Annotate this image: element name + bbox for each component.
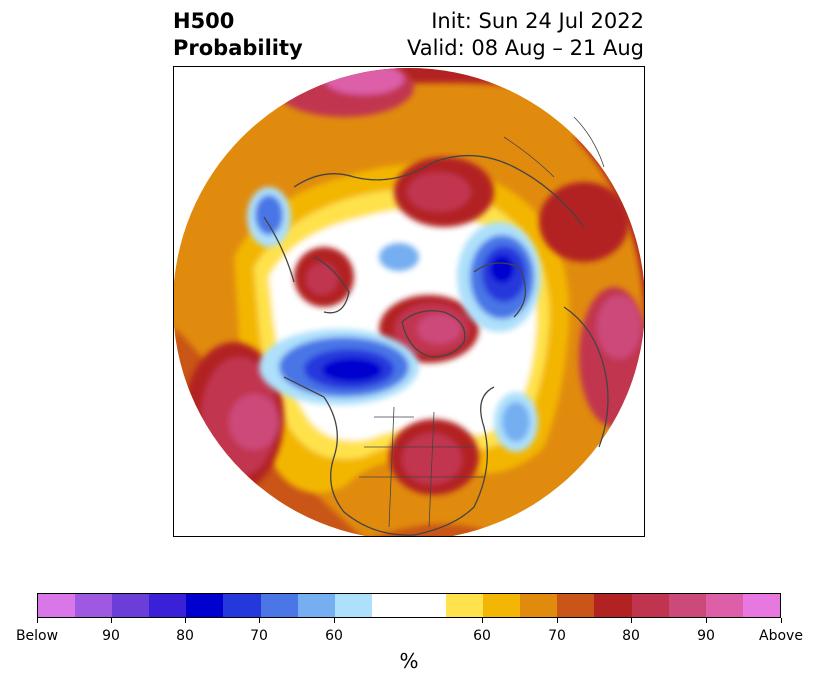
above-scandinavia-core [407,172,471,212]
init-date: Init: Sun 24 Jul 2022 [431,9,644,33]
above-siberia-core [597,295,641,359]
colorbar-swatch [742,594,780,617]
greenland-outline [401,310,466,358]
colorbar-swatch [594,594,632,617]
colorbar-tickmark [482,618,483,623]
south-edge [354,524,504,536]
coastlines [263,116,609,536]
east-asia-coast [563,306,609,448]
us-state-lines [359,406,484,528]
colorbar-swatch [75,594,113,617]
colorbar-tick-label: 90 [697,628,715,644]
title-right: Init: Sun 24 Jul 2022 Valid: 08 Aug – 21… [407,8,644,62]
colorbar-swatch [446,594,484,617]
colorbar-swatch [186,594,224,617]
colorbar [37,593,781,618]
below-arctic-small [379,243,419,271]
colorbar-tickmark [259,618,260,623]
colorbar-tick-label: 60 [473,628,491,644]
colorbar-swatch [705,594,743,617]
colorbar-tick-label: 90 [102,628,120,644]
colorbar-tickmark [557,618,558,623]
colorbar-tickmark [706,618,707,623]
colorbar-swatch [371,594,409,617]
probability-map-svg [174,68,644,536]
colorbar-swatch [483,594,521,617]
north-america-coast [323,386,495,536]
colorbar-swatch [631,594,669,617]
colorbar-swatch [260,594,298,617]
polar-map [173,66,645,537]
barents-coast [473,262,526,318]
colorbar-tick-label: 80 [176,628,194,644]
colorbar-tick-label: 80 [622,628,640,644]
north-africa-lines [503,116,605,178]
colorbar-tickmark [185,618,186,623]
colorbar-tick-label: 60 [325,628,343,644]
colorbar-tick-label: 70 [250,628,268,644]
title-product: Probability [173,36,303,60]
below-europe-core [255,195,283,235]
colorbar-swatch [38,594,76,617]
colorbar-swatch [112,594,150,617]
valid-range: Valid: 08 Aug – 21 Aug [406,36,644,60]
above-europe-core [306,263,338,295]
colorbar-tickmark [37,618,38,623]
europe-coast [263,216,295,283]
colorbar-tickmark [334,618,335,623]
scandinavia-coast [313,256,350,314]
colorbar-swatch [297,594,335,617]
above-alaska-core [229,394,279,450]
colorbar-swatch [149,594,187,617]
colorbar-tick-label: Above [759,628,803,644]
title-left: H500 Probability [173,8,303,62]
colorbar-tickmark [631,618,632,623]
colorbar-tickmark [781,618,782,623]
colorbar-swatch [334,594,372,617]
colorbar-swatch [668,594,706,617]
alaska-coast [283,376,325,398]
below-beaufort-core [322,358,382,382]
above-east-asia [539,182,629,262]
colorbar-units: % [399,649,419,673]
below-barents-core [490,255,514,283]
below-atlantic-core [502,402,530,442]
probability-field [174,68,644,536]
title-variable: H500 [173,9,235,33]
colorbar-swatch [520,594,558,617]
eurasia-coast [293,154,585,228]
colorbar-tick-label: Below [15,628,59,644]
colorbar-swatch [557,594,595,617]
colorbar-tick-label: 70 [548,628,566,644]
above-greenland-core [417,314,461,344]
colorbar-swatch [408,594,447,617]
colorbar-tickmark [111,618,112,623]
colorbar-swatch [223,594,261,617]
